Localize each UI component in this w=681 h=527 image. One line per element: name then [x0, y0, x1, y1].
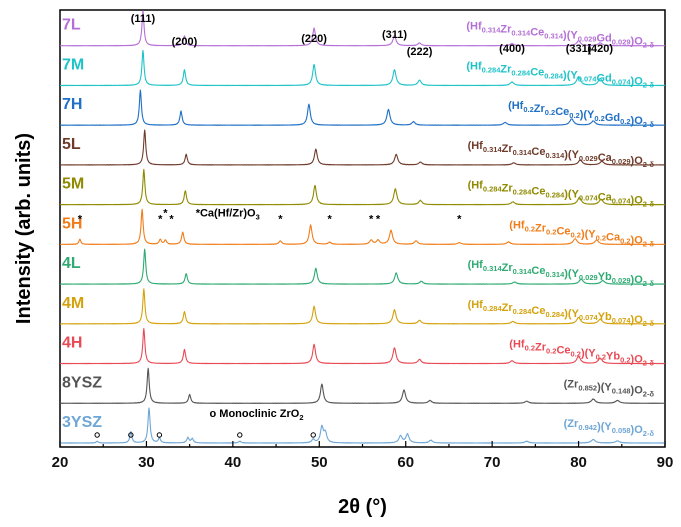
- y-axis-title: Intensity (arb. units): [13, 133, 35, 324]
- impurity-marker: *: [169, 213, 174, 225]
- monoclinic-marker: [237, 432, 243, 438]
- trace-5m: [59, 168, 666, 206]
- trace-4l: [59, 248, 666, 285]
- trace-7l: [59, 10, 666, 47]
- hkl-label-200: (200): [172, 36, 198, 48]
- series-formula-5h: (Hf0.2Zr0.2Ce0.2)(Y0.2Ca0.2)O2-δ: [509, 219, 654, 248]
- series-formula-3ysz: (Zr0.942)(Y0.058)O2-δ: [564, 418, 655, 438]
- series-label-7m: 7M: [62, 56, 84, 73]
- hkl-label-400: (400): [499, 43, 525, 55]
- impurity-marker: *: [376, 213, 381, 225]
- series-label-7h: 7H: [62, 96, 82, 113]
- impurity-marker: *: [163, 207, 168, 219]
- series-label-7l: 7L: [62, 17, 81, 34]
- trace-7h: [59, 89, 666, 126]
- series-label-4l: 4L: [62, 255, 81, 272]
- hkl-label-420: (420): [587, 43, 613, 55]
- hkl-label-220: (220): [301, 33, 327, 45]
- x-tick-label: 20: [52, 454, 69, 471]
- series-formula-4h: (Hf0.2Zr0.2Ce0.2)(Y0.2Yb0.2)O2-δ: [509, 339, 654, 368]
- series-formula-7h: (Hf0.2Zr0.2Ce0.2)(Y0.2Gd0.2)O2-δ: [508, 100, 654, 129]
- series-label-4h: 4H: [62, 335, 82, 352]
- hkl-label-331: (331): [566, 43, 592, 55]
- series-formula-7m: (Hf0.284Zr0.284Ce0.284)(Y0.074Gd0.074)O2…: [466, 60, 654, 89]
- trace-4m: [59, 288, 666, 325]
- series-label-8ysz: 8YSZ: [62, 374, 102, 391]
- trace-3ysz: [59, 407, 666, 444]
- hkl-label-111: (111): [131, 13, 156, 25]
- monoclinic-marker: [94, 432, 100, 438]
- series-formula-5m: (Hf0.284Zr0.284Ce0.284)(Y0.074Ca0.074)O2…: [468, 180, 655, 209]
- impurity-marker: *: [457, 213, 462, 225]
- series-label-5m: 5M: [62, 176, 84, 193]
- impurity-marker: *: [158, 213, 163, 225]
- x-axis-title: 2θ (°): [338, 496, 387, 518]
- series-label-4m: 4M: [62, 295, 84, 312]
- trace-4h: [59, 328, 666, 365]
- axes: 20 30 40 50 60 70 80 90 2θ (°) Intensity (arb. un…: [13, 133, 673, 518]
- x-tick-label: 70: [484, 454, 501, 471]
- series-formula-4m: (Hf0.284Zr0.284Ce0.284)(Y0.074Yb0.074)O2…: [468, 299, 655, 328]
- x-tick-label: 80: [570, 454, 587, 471]
- impurity-marker: *: [328, 213, 333, 225]
- series-label-5h: 5H: [62, 215, 82, 232]
- x-tick-label: 90: [657, 454, 674, 471]
- x-tick-label: 50: [311, 454, 328, 471]
- x-tick-label: 30: [138, 454, 155, 471]
- impurity-marker: *: [369, 213, 374, 225]
- monoclinic-marker: [156, 432, 163, 438]
- series-label-3ysz: 3YSZ: [62, 414, 102, 431]
- series-formula-8ysz: (Zr0.852)(Y0.148)O2-δ: [564, 378, 655, 398]
- series-formula-5l: (Hf0.314Zr0.314Ce0.314)(Y0.029Ca0.029)O2…: [468, 140, 655, 169]
- trace-5h: [59, 208, 666, 246]
- labels: 7L (Hf0.314Zr0.314Ce0.314)(Y0.029Gd0.029)…: [62, 13, 654, 438]
- hkl-label-311: (311): [382, 29, 407, 41]
- series-formula-7l: (Hf0.314Zr0.314Ce0.314)(Y0.029Gd0.029)O2…: [466, 21, 654, 50]
- traces: [59, 10, 666, 444]
- series-label-5l: 5L: [62, 136, 81, 153]
- trace-8ysz: [59, 367, 666, 405]
- monoclinic-marker: [128, 432, 134, 438]
- trace-7m: [59, 49, 666, 87]
- trace-5l: [59, 129, 666, 166]
- monoclinic-legend: o Monoclinic ZrO2: [210, 408, 304, 422]
- x-tick-label: 60: [397, 454, 414, 471]
- series-formula-4l: (Hf0.314Zr0.314Ce0.314)(Y0.029Yb0.029)O2…: [468, 259, 655, 288]
- hkl-label-222: (222): [407, 46, 433, 58]
- impurity-marker: *: [78, 213, 83, 225]
- impurity-marker: *: [278, 213, 283, 225]
- x-tick-label: 40: [225, 454, 242, 471]
- impurity-legend: *Ca(Hf/Zr)O3: [196, 207, 260, 221]
- monoclinic-marker: [310, 432, 316, 438]
